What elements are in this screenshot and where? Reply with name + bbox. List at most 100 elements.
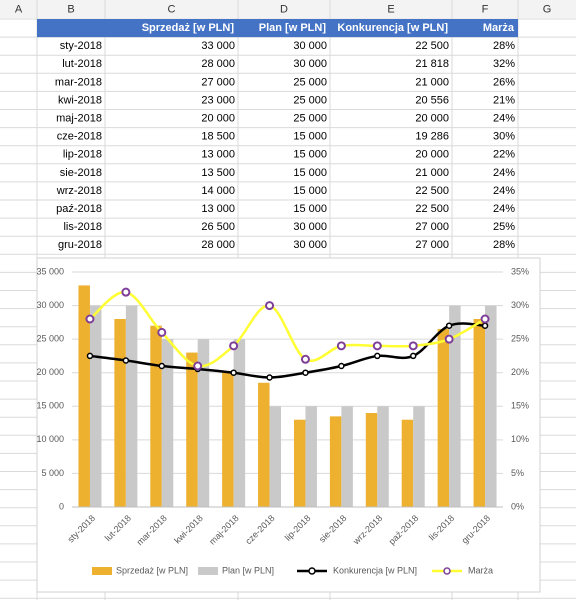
cell: 24% bbox=[493, 112, 515, 124]
marker bbox=[445, 322, 453, 329]
y-tick-label: 15 000 bbox=[36, 401, 64, 411]
cell: 20 000 bbox=[415, 112, 449, 124]
cell: 23 000 bbox=[201, 94, 235, 106]
cell: 28 000 bbox=[201, 58, 235, 70]
y2-tick-label: 10% bbox=[511, 434, 529, 444]
marker bbox=[229, 341, 239, 351]
y2-tick-label: 5% bbox=[511, 468, 524, 478]
cell: 25 000 bbox=[293, 94, 327, 106]
cell: 32% bbox=[493, 58, 515, 70]
cell: gru-2018 bbox=[58, 239, 102, 251]
header-row bbox=[37, 19, 518, 38]
bar bbox=[377, 406, 389, 507]
cell: 21 000 bbox=[415, 76, 449, 88]
bar bbox=[293, 419, 306, 507]
cell: 15 000 bbox=[293, 185, 327, 197]
cell: 30 000 bbox=[293, 58, 327, 70]
cell: 28% bbox=[493, 40, 515, 52]
cell: wrz-2018 bbox=[56, 185, 102, 197]
cell: 22 500 bbox=[415, 40, 449, 52]
y2-tick-label: 15% bbox=[511, 401, 529, 411]
legend-label: Plan [w PLN] bbox=[222, 565, 274, 575]
marker bbox=[481, 322, 489, 329]
column-letter: C bbox=[168, 3, 176, 15]
marker bbox=[409, 352, 417, 360]
bar bbox=[269, 406, 282, 507]
cell: 25% bbox=[493, 221, 515, 233]
cell: 22% bbox=[493, 149, 515, 161]
cell: lip-2018 bbox=[63, 149, 102, 161]
cell: 15 000 bbox=[293, 149, 327, 161]
y-tick-label: 35 000 bbox=[36, 266, 64, 276]
cell: 24% bbox=[493, 203, 515, 215]
cell: paź-2018 bbox=[56, 203, 102, 215]
y2-tick-label: 30% bbox=[511, 300, 529, 310]
cell: mar-2018 bbox=[55, 76, 102, 88]
cell: 21% bbox=[493, 94, 515, 106]
marker bbox=[480, 314, 490, 324]
cell: 30 000 bbox=[293, 239, 327, 251]
cell: 26 500 bbox=[201, 221, 235, 233]
marker bbox=[265, 301, 275, 311]
cell: 15 000 bbox=[293, 203, 327, 215]
cell: 33 000 bbox=[201, 40, 235, 52]
cell: 21 818 bbox=[415, 58, 449, 70]
cell: 13 500 bbox=[201, 167, 235, 179]
cell: 21 000 bbox=[415, 167, 449, 179]
y2-tick-label: 25% bbox=[511, 334, 529, 344]
column-letter: D bbox=[280, 3, 288, 15]
marker bbox=[336, 341, 346, 351]
column-letter: G bbox=[543, 3, 552, 15]
legend-swatch bbox=[92, 567, 112, 575]
marker bbox=[86, 352, 94, 360]
bar bbox=[485, 305, 497, 507]
bar bbox=[329, 416, 342, 507]
marker bbox=[338, 362, 345, 370]
bar bbox=[305, 406, 317, 507]
marker bbox=[157, 327, 167, 337]
y-tick-label: 20 000 bbox=[36, 367, 64, 377]
cell: 27 000 bbox=[415, 221, 449, 233]
cell: 19 286 bbox=[415, 131, 449, 143]
cell: 30 000 bbox=[293, 221, 327, 233]
header-cell: Marża bbox=[483, 22, 515, 34]
cell: 15 000 bbox=[293, 167, 327, 179]
cell: 24% bbox=[493, 185, 515, 197]
y2-tick-label: 20% bbox=[511, 367, 529, 377]
cell: 30 000 bbox=[293, 40, 327, 52]
cell: cze-2018 bbox=[57, 131, 102, 143]
cell: 30% bbox=[493, 131, 515, 143]
marker bbox=[230, 369, 237, 376]
y2-tick-label: 35% bbox=[511, 266, 529, 276]
legend-label: Sprzedaż [w PLN] bbox=[116, 565, 188, 575]
cell: 13 000 bbox=[201, 149, 235, 161]
bar bbox=[150, 325, 162, 507]
header-cell: Konkurencja [w PLN] bbox=[337, 22, 448, 34]
bar bbox=[125, 305, 138, 507]
bar bbox=[233, 339, 246, 507]
column-letter: B bbox=[67, 3, 74, 15]
cell: maj-2018 bbox=[56, 112, 102, 124]
bar bbox=[413, 406, 425, 507]
legend-swatch bbox=[198, 567, 218, 575]
cell: 27 000 bbox=[201, 76, 235, 88]
column-header-bar bbox=[0, 0, 576, 18]
marker bbox=[408, 341, 418, 351]
marker bbox=[122, 357, 130, 364]
bar bbox=[161, 339, 174, 507]
marker bbox=[193, 361, 203, 371]
bar bbox=[186, 352, 198, 507]
bar bbox=[449, 305, 461, 507]
cell: 20 000 bbox=[201, 112, 235, 124]
cell: 15 000 bbox=[293, 131, 327, 143]
cell: 25 000 bbox=[293, 112, 327, 124]
marker bbox=[374, 352, 381, 360]
marker bbox=[121, 287, 131, 297]
cell: 24% bbox=[493, 167, 515, 179]
cell: 20 000 bbox=[415, 149, 449, 161]
marker bbox=[85, 314, 95, 324]
marker bbox=[266, 374, 273, 381]
cell: 18 500 bbox=[201, 131, 235, 143]
legend-label: Marża bbox=[468, 565, 493, 575]
